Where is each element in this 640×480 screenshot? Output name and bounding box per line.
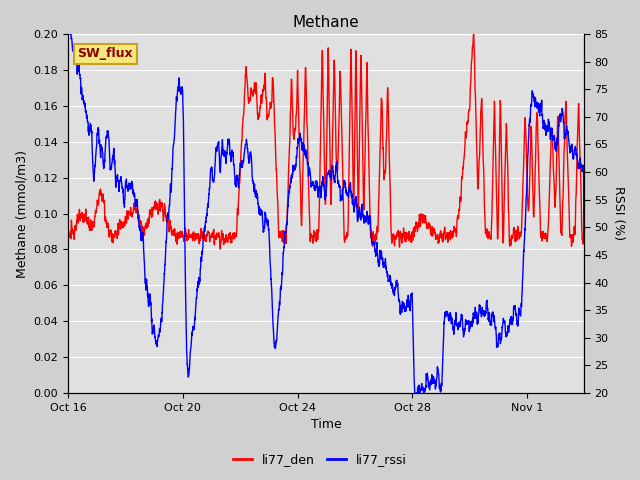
Y-axis label: Methane (mmol/m3): Methane (mmol/m3): [15, 150, 28, 277]
Legend: li77_den, li77_rssi: li77_den, li77_rssi: [228, 448, 412, 471]
Title: Methane: Methane: [293, 15, 360, 30]
Y-axis label: RSSI (%): RSSI (%): [612, 186, 625, 240]
X-axis label: Time: Time: [311, 419, 342, 432]
Text: SW_flux: SW_flux: [77, 48, 133, 60]
